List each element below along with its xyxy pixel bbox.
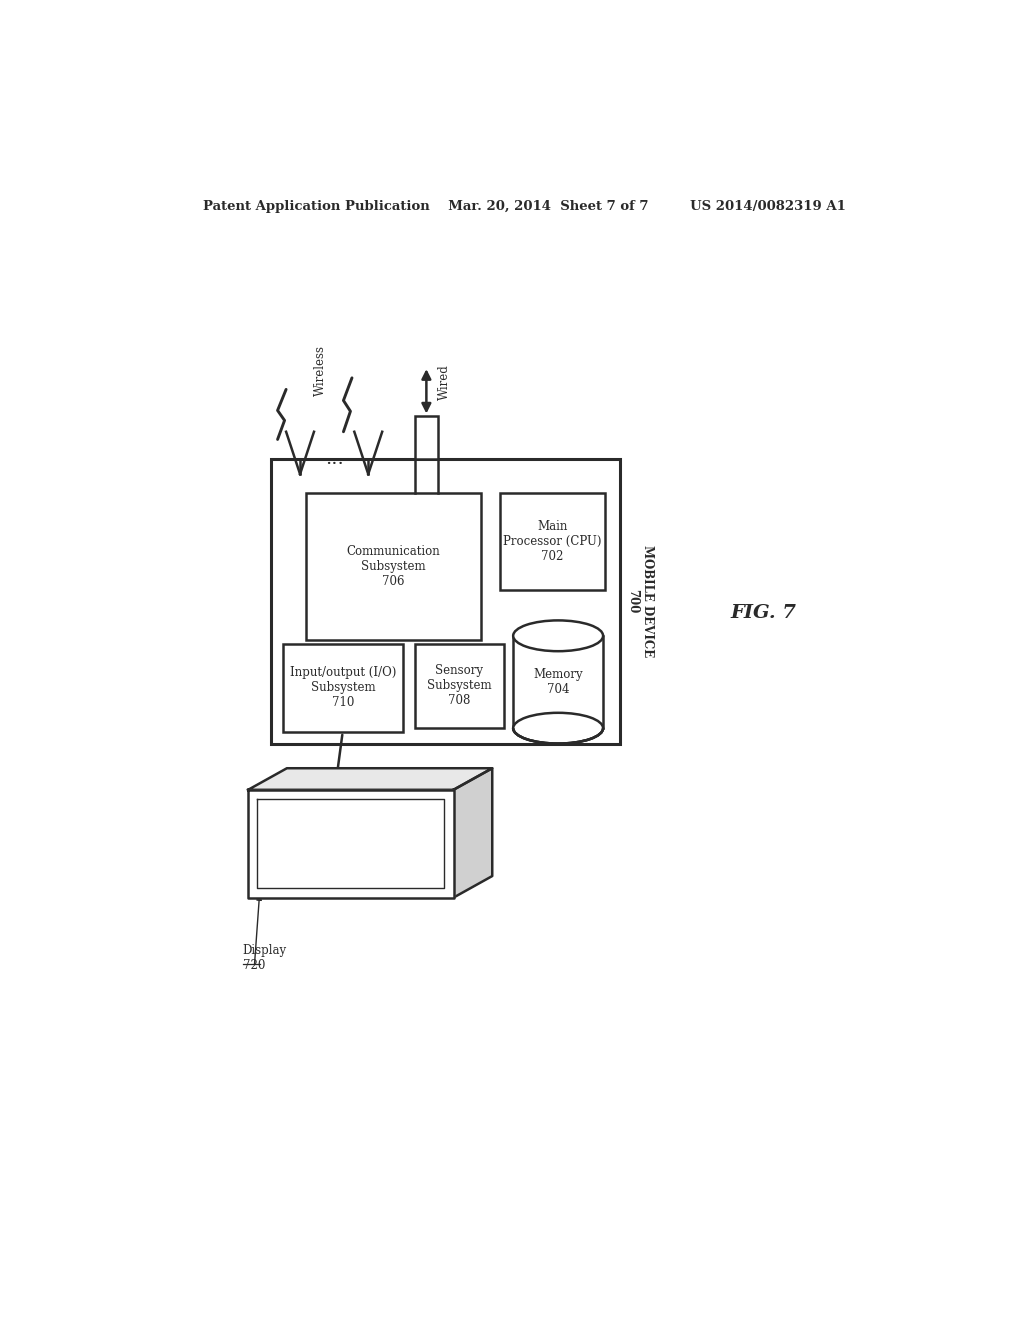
Text: FIG. 7: FIG. 7 (730, 603, 797, 622)
Ellipse shape (513, 713, 603, 743)
Text: Display
720: Display 720 (243, 944, 287, 972)
Bar (283, 644, 403, 733)
Text: Wired: Wired (438, 364, 451, 400)
Bar (415, 416, 438, 459)
Text: Sensory
Subsystem
708: Sensory Subsystem 708 (427, 664, 492, 708)
Text: MOBILE DEVICE
700: MOBILE DEVICE 700 (627, 545, 654, 657)
Text: Main
Processor (CPU)
702: Main Processor (CPU) 702 (503, 520, 601, 562)
Bar (306, 494, 480, 640)
Text: Communication
Subsystem
706: Communication Subsystem 706 (346, 545, 440, 587)
Bar (500, 494, 604, 590)
Text: ...: ... (325, 450, 343, 467)
Polygon shape (454, 768, 493, 898)
Polygon shape (248, 789, 454, 898)
Bar (271, 459, 621, 743)
Ellipse shape (513, 620, 603, 651)
Text: Wireless: Wireless (313, 345, 327, 396)
Text: Memory
704: Memory 704 (534, 668, 583, 696)
Text: Patent Application Publication    Mar. 20, 2014  Sheet 7 of 7         US 2014/00: Patent Application Publication Mar. 20, … (204, 199, 846, 213)
Polygon shape (248, 768, 493, 789)
Bar (415, 644, 504, 729)
Text: Input/output (I/O)
Subsystem
710: Input/output (I/O) Subsystem 710 (290, 665, 396, 709)
